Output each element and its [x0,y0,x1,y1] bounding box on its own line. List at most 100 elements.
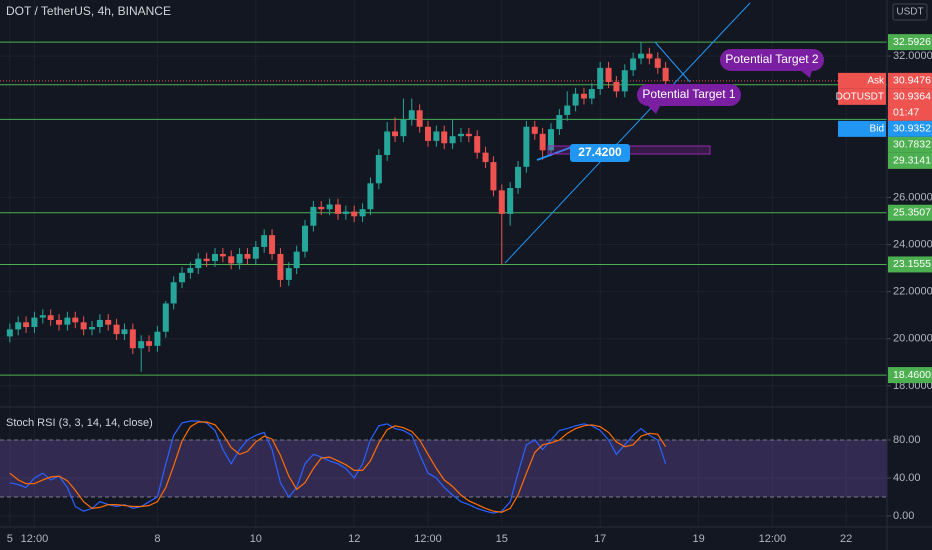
candle-body [47,315,54,320]
price-tag-name-box [838,120,886,137]
candle-body [261,235,268,247]
candle-body [138,341,145,349]
candle-body [285,268,292,280]
x-tick-label: 19 [692,533,704,545]
price-tag: 23.1555 [893,258,931,270]
price-tag-box [888,204,932,221]
candle-body [121,329,128,335]
candle-body [31,317,38,328]
candle-body [433,131,440,141]
price-tag: 30.9476 [893,75,931,87]
candle-body [597,67,604,90]
stoch-band-layer [0,439,887,498]
stoch-line [9,420,667,514]
x-tick-label: 15 [496,533,508,545]
candle-body [179,272,186,283]
y-tick-label: 0.00 [893,510,914,522]
price-tag-name-box [838,88,886,105]
candle-body [244,253,251,259]
candle-body [170,282,177,304]
candle-body [88,327,95,330]
candle-body [384,131,391,156]
candle-body [15,322,22,330]
candle-body [621,70,628,92]
candle-body [588,89,595,99]
callout-pointer [800,70,812,78]
countdown: 01:47 [893,107,919,119]
price-tag: 18.4600 [893,369,931,381]
candle-body [269,235,276,254]
candle-body [580,93,587,99]
candle-body [6,329,13,337]
price-tag-box [888,136,932,153]
y-tick-label: 22.0000 [893,286,932,298]
y-tick-label: 24.0000 [893,238,932,250]
candle-body [351,211,358,217]
candle-body [662,67,669,82]
price-tag-box [888,88,932,121]
candle-body [277,253,284,280]
candle-body [613,81,620,92]
x-tick-label: 12:00 [759,533,787,545]
price-tag-box [888,34,932,51]
candle-body [416,110,423,127]
candle-body [507,188,514,214]
price-tag-box [888,152,932,169]
price-tag: 30.9364 [893,91,931,103]
candle-body [129,329,136,349]
x-tick-label: 12:00 [414,533,442,545]
levels [0,41,887,376]
candle-body [654,58,661,68]
candle-body [400,119,407,137]
candle-body [556,114,563,130]
price-tag: 32.5926 [893,36,931,48]
candle-body [646,53,653,59]
candle-body [56,319,63,325]
candle-body [465,133,472,137]
price-tag: 30.9352 [893,123,931,135]
candle-body [80,322,87,330]
candle-body [630,58,637,71]
candle-body [252,246,259,259]
candle-body [293,251,300,269]
chart-title: DOT / TetherUS, 4h, BINANCE [6,4,171,18]
currency-box [892,3,928,21]
y-tick-label: 32.0000 [893,50,932,62]
y-tick-label: 26.0000 [893,191,932,203]
candles [6,42,669,372]
candle-body [482,152,489,163]
trend-line [504,2,751,264]
candle-body [154,331,161,346]
candle-body [564,105,571,115]
candle-body [334,204,341,214]
candle-body [539,133,546,151]
trend-line [654,41,691,83]
callout-text: Potential Target 1 [642,87,736,101]
candle-body [302,225,309,252]
price-tag-name: Ask [867,76,885,87]
candle-body [425,126,432,141]
candle-body [113,324,120,335]
candle-body [638,53,645,59]
price-tag: 29.3141 [893,155,931,167]
candle-body [236,253,243,264]
callout-text: Potential Target 2 [725,52,819,66]
x-tick-label: 22 [840,533,852,545]
price-tag-box [888,367,932,384]
price-label: 27.4200 [570,143,630,162]
y-tick-label: 80.00 [893,434,921,446]
candle-body [342,211,349,214]
candle-body [146,341,153,346]
candle-body [228,256,235,264]
x-tick-label: 12:00 [21,533,49,545]
currency: USDT [896,7,923,18]
callout [720,49,824,71]
price-tag-name-box [838,72,886,89]
candle-body [523,126,530,167]
price-tag: 30.7832 [893,139,931,151]
candle-body [23,322,30,328]
price-tag-box [888,72,932,89]
candle-body [64,317,71,325]
